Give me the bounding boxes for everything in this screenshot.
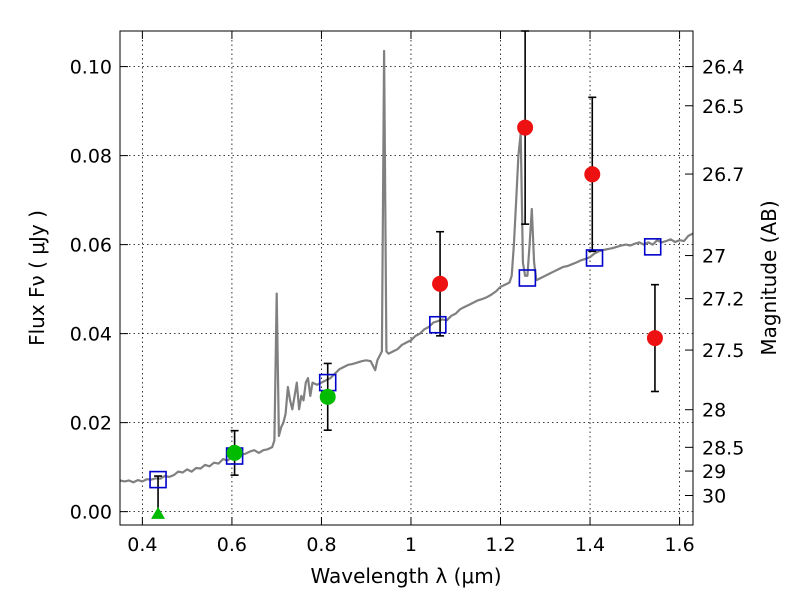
observed-point (226, 444, 243, 461)
y-tick-label: 0.08 (70, 146, 112, 168)
y-tick-label: 0.00 (70, 502, 112, 524)
magnitude-tick-label: 28 (702, 400, 726, 422)
observed-point (517, 119, 534, 136)
magnitude-tick-label: 27.5 (702, 340, 744, 362)
magnitude-tick-label: 26.4 (702, 57, 744, 79)
data-markers (149, 119, 663, 519)
magnitude-tick-label: 26.5 (702, 96, 744, 118)
model-photometry-point (643, 238, 662, 256)
model-spectrum (120, 49, 693, 484)
model-photometry-point (149, 470, 167, 489)
model-photometry-point (518, 269, 537, 287)
plot-area (120, 30, 693, 519)
y-tick-label: 0.02 (70, 413, 112, 435)
magnitude-tick-label: 28.5 (702, 437, 744, 459)
x-tick-label: 1.4 (575, 534, 605, 556)
y-axis: 0.00 0.02 0.04 0.06 0.08 0.10 (70, 57, 128, 524)
x-tick-label: 0.6 (217, 534, 247, 556)
y-tick-label: 0.06 (70, 235, 112, 257)
x-axis-title: Wavelength λ (μm) (310, 564, 501, 588)
x-tick-label: 1.2 (485, 534, 515, 556)
magnitude-tick-label: 27 (702, 246, 726, 268)
x-tick-label: 0.4 (127, 534, 157, 556)
x-tick-label: 0.8 (306, 534, 336, 556)
magnitude-tick-label: 26.7 (702, 164, 744, 186)
upper-limit-marker (151, 506, 166, 519)
grid (120, 31, 693, 525)
x-axis: 0.4 0.6 0.8 1 1.2 1.4 1.6 (127, 31, 695, 556)
plot-frame (119, 30, 694, 526)
y2-axis-title: Magnitude (AB) (757, 200, 781, 355)
spectrum-line (120, 49, 693, 484)
y-tick-label: 0.04 (70, 324, 112, 346)
magnitude-tick-label: 30 (702, 485, 726, 507)
observed-point (319, 388, 336, 405)
model-photometry-point (585, 249, 604, 267)
model-photometry-point (429, 315, 447, 334)
plot-background (120, 31, 693, 525)
y-axis-title: Flux Fν ( μJy ) (25, 210, 49, 346)
x-tick-label: 1 (405, 534, 417, 556)
magnitude-tick-label: 27.2 (702, 289, 744, 311)
magnitude-tick-label: 29 (702, 461, 726, 483)
observed-point (584, 166, 601, 183)
observed-point (432, 275, 449, 292)
observed-point (646, 330, 663, 347)
y-tick-label: 0.10 (70, 57, 112, 79)
x-tick-label: 1.6 (664, 534, 694, 556)
